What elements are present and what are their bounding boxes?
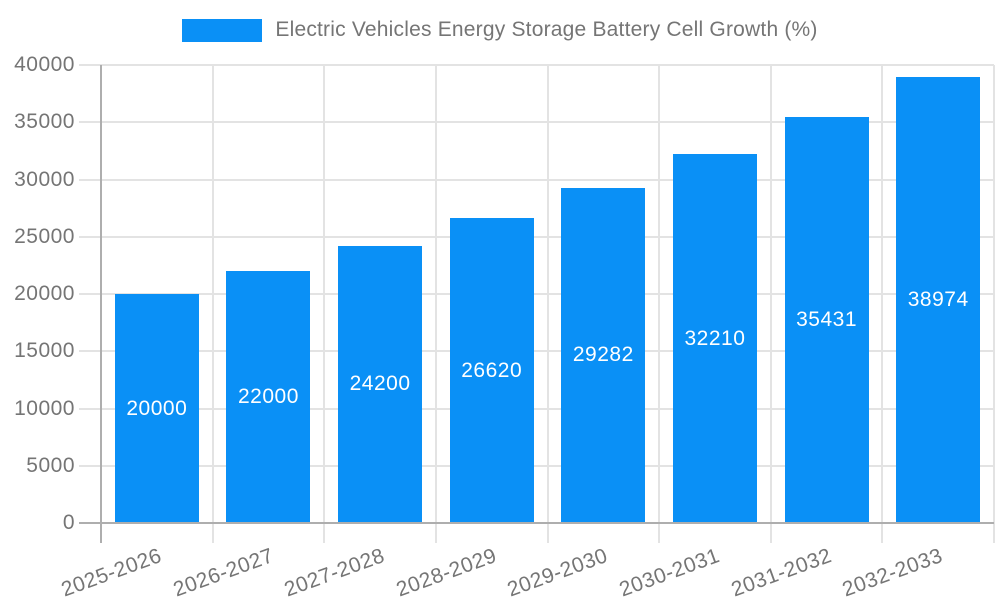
x-tick-label: 2031-2032 [727, 544, 835, 600]
v-gridline [881, 65, 884, 543]
h-gridline [79, 407, 994, 410]
x-tick-label: 2032-2033 [839, 544, 947, 600]
h-gridline [79, 293, 994, 295]
bar-value-label: 24200 [349, 372, 411, 396]
h-gridline [79, 350, 994, 353]
x-tick-label: 2029-2030 [504, 544, 612, 600]
h-gridline [79, 235, 994, 238]
bar-value-label: 22000 [237, 385, 299, 409]
bar-value-label: 38974 [907, 287, 969, 311]
y-tick-label: 5000 [26, 453, 75, 477]
bar-value-label: 29282 [572, 343, 634, 367]
bar-value-label: 35431 [796, 308, 858, 332]
bar[interactable]: 22000 [226, 271, 311, 523]
y-tick-label: 0 [62, 511, 75, 534]
bar-value-label: 20000 [126, 396, 188, 420]
h-gridline [79, 178, 994, 181]
y-axis-line [100, 65, 102, 543]
bar[interactable]: 24200 [338, 245, 423, 523]
y-tick-label: 15000 [14, 339, 75, 363]
legend-swatch[interactable] [182, 18, 263, 42]
bar[interactable]: 32210 [672, 154, 757, 523]
bar[interactable]: 29282 [561, 187, 646, 523]
h-gridline [79, 64, 994, 66]
h-gridline [79, 464, 994, 467]
v-gridline [434, 65, 437, 543]
y-tick-label: 40000 [14, 53, 75, 76]
v-gridline [211, 65, 214, 543]
x-tick-label: 2030-2031 [616, 544, 723, 600]
legend-label: Electric Vehicles Energy Storage Battery… [275, 18, 818, 41]
x-tick-label: 2028-2029 [393, 544, 500, 600]
y-tick-label: 30000 [14, 167, 75, 191]
v-gridline [323, 65, 326, 543]
y-tick-label: 25000 [14, 224, 75, 248]
bar[interactable]: 35431 [784, 117, 869, 523]
v-gridline [658, 65, 661, 543]
y-tick-label: 20000 [14, 282, 75, 305]
bar-value-label: 26620 [461, 358, 523, 382]
y-tick-label: 35000 [14, 110, 75, 134]
bar-value-label: 32210 [684, 326, 746, 350]
v-gridline [993, 65, 995, 543]
legend[interactable]: Electric Vehicles Energy Storage Battery… [0, 18, 1000, 42]
x-tick-label: 2027-2028 [281, 544, 388, 600]
bar[interactable]: 20000 [114, 294, 199, 523]
h-gridline [79, 121, 994, 124]
x-axis-line [79, 522, 994, 524]
bar[interactable]: 38974 [896, 76, 981, 523]
bar[interactable]: 26620 [449, 218, 534, 523]
y-tick-label: 10000 [14, 396, 75, 420]
v-gridline [546, 65, 549, 543]
v-gridline [769, 65, 772, 543]
x-tick-label: 2025-2026 [58, 544, 165, 600]
x-tick-label: 2026-2027 [169, 544, 277, 600]
